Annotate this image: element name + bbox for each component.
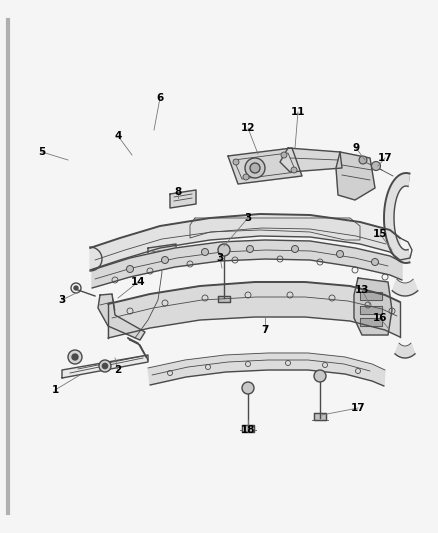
Polygon shape [392, 279, 418, 296]
Circle shape [250, 163, 260, 173]
Circle shape [127, 265, 134, 272]
Circle shape [99, 360, 111, 372]
Circle shape [281, 152, 287, 158]
Text: 9: 9 [353, 143, 360, 153]
Text: 8: 8 [174, 187, 182, 197]
Polygon shape [228, 148, 302, 184]
Polygon shape [314, 413, 326, 420]
Polygon shape [62, 355, 148, 378]
Circle shape [314, 370, 326, 382]
Polygon shape [395, 343, 415, 358]
Circle shape [245, 158, 265, 178]
Circle shape [247, 246, 254, 253]
Polygon shape [190, 218, 360, 240]
Text: 4: 4 [114, 131, 122, 141]
Polygon shape [360, 318, 382, 326]
Text: 6: 6 [156, 93, 164, 103]
Circle shape [359, 156, 367, 164]
Polygon shape [336, 152, 375, 200]
Text: 18: 18 [241, 425, 255, 435]
Text: 12: 12 [241, 123, 255, 133]
Circle shape [162, 256, 169, 263]
Polygon shape [354, 278, 392, 335]
Circle shape [336, 251, 343, 257]
Polygon shape [360, 292, 382, 300]
Text: 3: 3 [58, 295, 66, 305]
Polygon shape [242, 425, 254, 432]
Text: 3: 3 [244, 213, 251, 223]
Polygon shape [148, 244, 176, 264]
Polygon shape [92, 240, 402, 288]
Circle shape [243, 174, 249, 180]
Circle shape [201, 248, 208, 255]
Polygon shape [280, 148, 342, 172]
Text: 11: 11 [291, 107, 305, 117]
Circle shape [371, 259, 378, 265]
Polygon shape [218, 296, 230, 302]
Circle shape [371, 161, 381, 171]
Circle shape [291, 167, 297, 173]
Text: 1: 1 [51, 385, 59, 395]
Polygon shape [90, 214, 400, 270]
Text: 17: 17 [378, 153, 392, 163]
Text: 7: 7 [261, 325, 268, 335]
Polygon shape [170, 190, 196, 208]
Circle shape [233, 159, 239, 165]
Circle shape [218, 244, 230, 256]
Circle shape [102, 363, 108, 369]
Polygon shape [148, 353, 385, 386]
Text: 5: 5 [39, 147, 46, 157]
Circle shape [72, 354, 78, 360]
Text: 17: 17 [351, 403, 365, 413]
Polygon shape [108, 282, 400, 338]
Circle shape [68, 350, 82, 364]
Polygon shape [384, 173, 410, 263]
Circle shape [242, 382, 254, 394]
Polygon shape [98, 294, 145, 340]
Text: 14: 14 [131, 277, 145, 287]
Text: 3: 3 [216, 253, 224, 263]
Text: 16: 16 [373, 313, 387, 323]
Circle shape [292, 246, 299, 253]
Circle shape [74, 286, 78, 290]
Text: 15: 15 [373, 229, 387, 239]
Text: 2: 2 [114, 365, 122, 375]
Text: 13: 13 [355, 285, 369, 295]
Polygon shape [360, 306, 382, 314]
